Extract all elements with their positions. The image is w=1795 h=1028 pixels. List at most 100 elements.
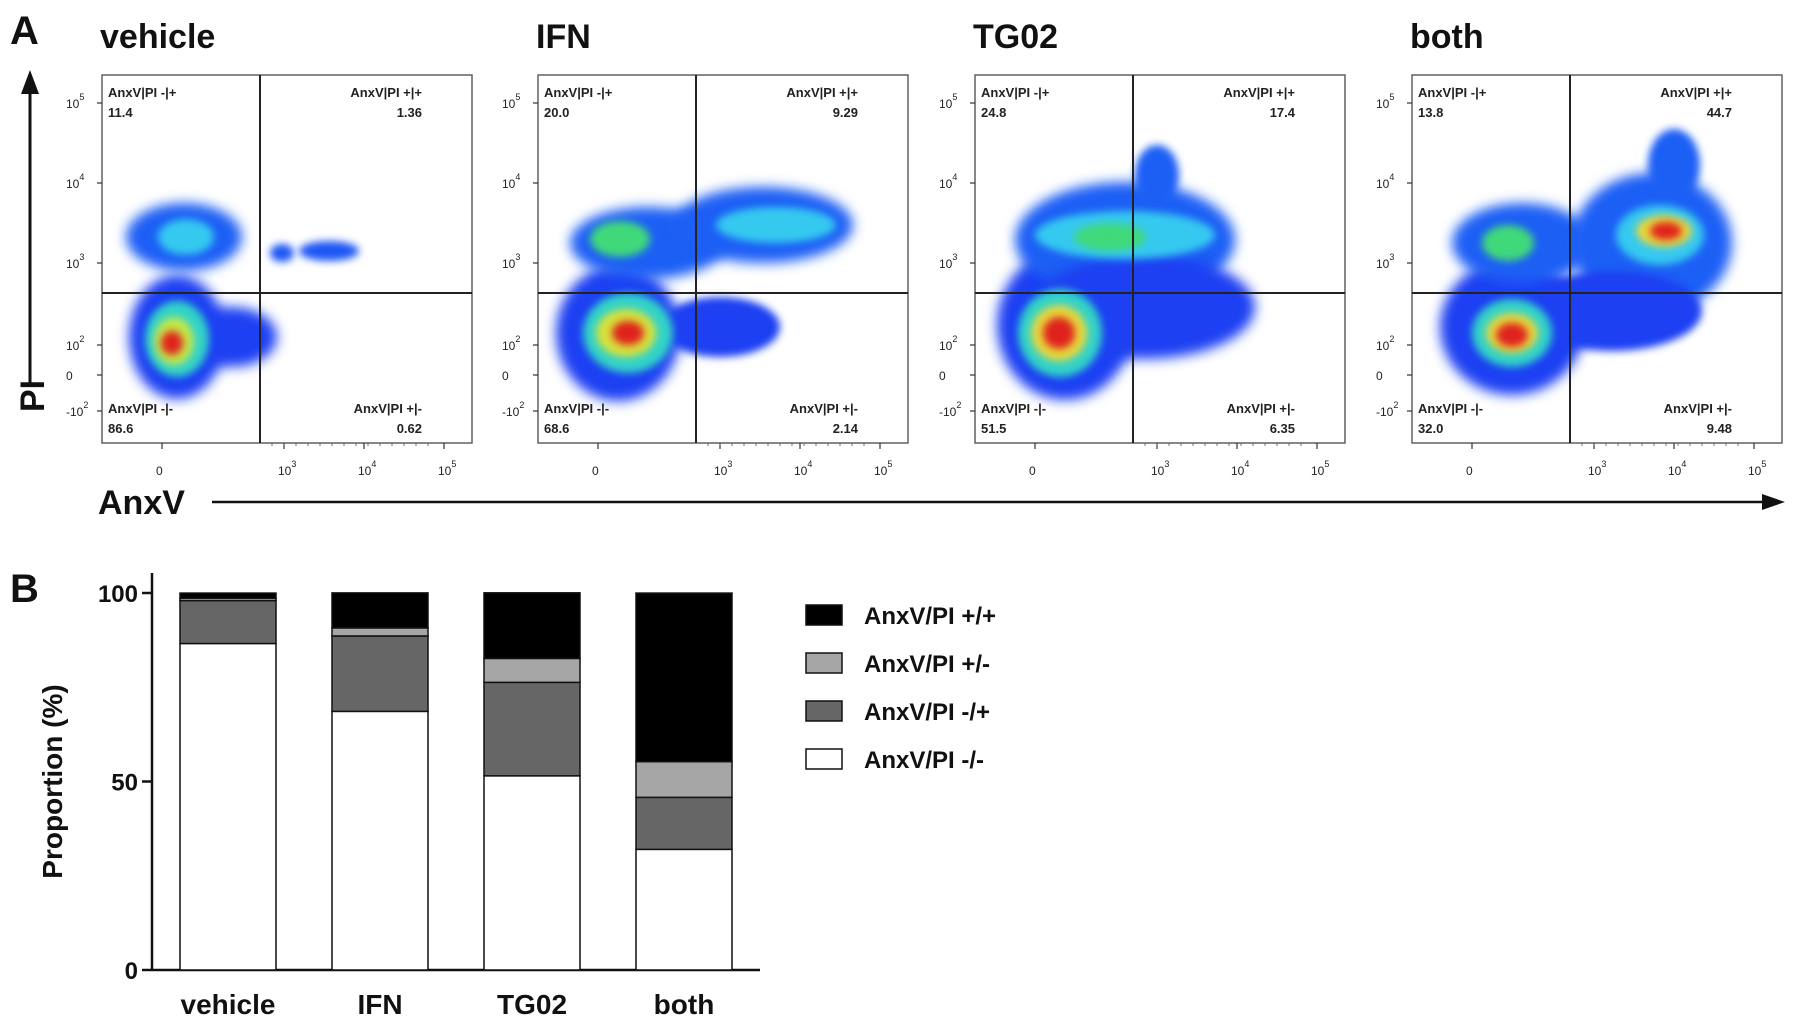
- gate-label-ul: AnxV|PI -|+: [981, 85, 1050, 100]
- density-blob: [1135, 145, 1179, 205]
- density-cloud: [556, 187, 853, 401]
- gate-value-lr: 9.48: [1707, 421, 1732, 436]
- bar-stack-vehicle: [179, 592, 277, 971]
- x-tick-label: 0: [1029, 464, 1036, 478]
- density-blob: [1043, 317, 1075, 349]
- legend-item: AnxV/PI -/+: [805, 699, 990, 726]
- x-category-label: IFN: [357, 989, 402, 1020]
- gate-value-ul: 13.8: [1418, 105, 1443, 120]
- bar-segment: [635, 760, 733, 799]
- y-tick-label: 102: [502, 334, 520, 353]
- legend-label: AnxV/PI -/-: [864, 747, 984, 774]
- gate-label-ul: AnxV|PI -|+: [1418, 85, 1487, 100]
- y-tick-label: 103: [1376, 252, 1394, 271]
- density-blob: [1074, 223, 1146, 251]
- y-tick-label: 0: [125, 958, 138, 985]
- gate-value-ur: 1.36: [397, 105, 422, 120]
- bar-stack-both: [635, 592, 733, 971]
- flow-plots: vehicle AnxV|PI -|+ 11.4 AnxV|PI +|+ 1.36 Anx…: [66, 18, 1783, 478]
- gate-label-ur: AnxV|PI +|+: [350, 85, 422, 100]
- x-tick-label: 0: [1466, 464, 1473, 478]
- gate-value-ur: 44.7: [1707, 105, 1732, 120]
- gate-value-ur: 9.29: [833, 105, 858, 120]
- y-tick-label: -102: [939, 400, 961, 419]
- gate-label-ur: AnxV|PI +|+: [786, 85, 858, 100]
- legend-swatch: [805, 652, 843, 674]
- gate-label-ll: AnxV|PI -|-: [544, 401, 609, 416]
- y-tick-label: 103: [502, 252, 520, 271]
- y-tick-label: 102: [1376, 334, 1394, 353]
- gate-value-lr: 0.62: [397, 421, 422, 436]
- y-tick-label: 104: [1376, 172, 1394, 191]
- bar-stack-ifn: [331, 592, 429, 971]
- legend: AnxV/PI +/+ AnxV/PI +/- AnxV/PI -/+ AnxV/PI…: [805, 603, 996, 774]
- x-tick-label: 103: [278, 459, 296, 478]
- y-tick-label: 105: [939, 92, 957, 111]
- y-tick-label: 0: [1376, 369, 1383, 383]
- bar-segment: [483, 592, 581, 660]
- gate-label-ul: AnxV|PI -|+: [544, 85, 613, 100]
- bar-segment: [635, 796, 733, 851]
- density-blob: [270, 244, 294, 262]
- x-tick-label: 103: [1151, 459, 1169, 478]
- bar-segment: [179, 599, 277, 645]
- bar-stack-tg02: [483, 592, 581, 971]
- density-blob: [716, 207, 836, 243]
- bar-segment: [179, 592, 277, 599]
- gate-label-lr: AnxV|PI +|-: [1227, 401, 1295, 416]
- gate-value-ul: 20.0: [544, 105, 569, 120]
- y-tick-label: 105: [1376, 92, 1394, 111]
- bar-segment: [179, 642, 277, 971]
- y-tick-label: 104: [66, 172, 84, 191]
- y-tick-label: 105: [502, 92, 520, 111]
- panel-a: A vehicle AnxV|PI -|+ 11.4 AnxV|PI +|+ 1.36 A…: [10, 9, 1785, 522]
- x-tick-label: 103: [714, 459, 732, 478]
- x-tick-label: 105: [1748, 459, 1766, 478]
- y-tick-label: 0: [939, 369, 946, 383]
- legend-label: AnxV/PI +/+: [864, 603, 996, 630]
- x-tick-label: 105: [438, 459, 456, 478]
- density-blob: [660, 297, 780, 357]
- gate-label-ur: AnxV|PI +|+: [1660, 85, 1732, 100]
- y-tick-label: 104: [502, 172, 520, 191]
- stacked-bar-chart: 0 50 100 Proportion (%) vehicle IFN TG02 both: [37, 573, 760, 1020]
- density-blob: [612, 321, 644, 345]
- density-blob: [299, 241, 359, 261]
- gate-value-ll: 68.6: [544, 421, 569, 436]
- gate-value-ul: 11.4: [108, 105, 133, 120]
- x-category-label: both: [654, 989, 715, 1020]
- y-tick-label: 103: [939, 252, 957, 271]
- panel-a-letter: A: [10, 9, 39, 53]
- anxv-axis-arrow: [212, 494, 1785, 510]
- density-blob: [1648, 129, 1700, 201]
- gate-value-lr: 2.14: [833, 421, 859, 436]
- legend-item: AnxV/PI +/-: [805, 651, 990, 678]
- panel-b-letter: B: [10, 567, 39, 611]
- gate-value-ll: 51.5: [981, 421, 1006, 436]
- density-blob: [161, 331, 183, 355]
- condition-title: both: [1410, 18, 1484, 56]
- legend-swatch: [805, 604, 843, 626]
- y-tick-label: 0: [66, 369, 73, 383]
- density-blob: [158, 219, 214, 255]
- flow-plot-ifn: IFN AnxV|PI -|+ 20.0 AnxV|PI +|+ 9.29 AnxV|PI…: [502, 18, 909, 478]
- condition-title: vehicle: [100, 18, 215, 56]
- flow-plot-tg02: TG02 AnxV|PI -|+ 24.8 AnxV|PI +|+ 17.4 AnxV|P…: [939, 18, 1346, 478]
- panel-b: B 0 50 100 Proportion (%) vehicle IFN TG02 both…: [10, 567, 996, 1020]
- condition-title: IFN: [536, 18, 591, 56]
- y-tick-label: 105: [66, 92, 84, 111]
- bar-segment: [331, 592, 429, 629]
- pi-axis-arrow: [21, 70, 39, 385]
- bar-segment: [483, 775, 581, 971]
- gate-label-lr: AnxV|PI +|-: [354, 401, 422, 416]
- y-tick-label: 102: [939, 334, 957, 353]
- x-category-label: vehicle: [181, 989, 276, 1020]
- x-tick-label: 105: [874, 459, 892, 478]
- gate-label-ur: AnxV|PI +|+: [1223, 85, 1295, 100]
- gate-value-lr: 6.35: [1270, 421, 1295, 436]
- y-tick-label: 103: [66, 252, 84, 271]
- x-tick-label: 0: [156, 464, 163, 478]
- x-tick-label: 0: [592, 464, 599, 478]
- gate-label-lr: AnxV|PI +|-: [790, 401, 858, 416]
